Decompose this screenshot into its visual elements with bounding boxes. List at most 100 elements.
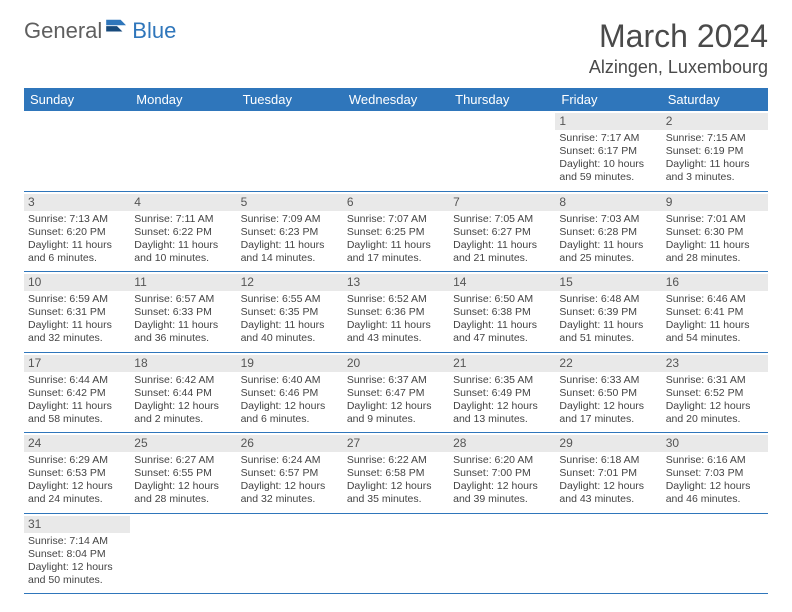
calendar-cell: 20Sunrise: 6:37 AMSunset: 6:47 PMDayligh…	[343, 352, 449, 433]
sunrise-line: Sunrise: 6:29 AM	[28, 454, 126, 467]
sunrise-line: Sunrise: 6:48 AM	[559, 293, 657, 306]
daylight-line-1: Daylight: 12 hours	[347, 400, 445, 413]
sunrise-line: Sunrise: 6:55 AM	[241, 293, 339, 306]
daylight-line-2: and 28 minutes.	[134, 493, 232, 506]
calendar-cell: 21Sunrise: 6:35 AMSunset: 6:49 PMDayligh…	[449, 352, 555, 433]
daylight-line-1: Daylight: 12 hours	[453, 400, 551, 413]
daylight-line-2: and 13 minutes.	[453, 413, 551, 426]
day-number: 23	[662, 355, 768, 372]
day-details: Sunrise: 6:50 AMSunset: 6:38 PMDaylight:…	[453, 293, 551, 346]
day-details: Sunrise: 6:57 AMSunset: 6:33 PMDaylight:…	[134, 293, 232, 346]
daylight-line-1: Daylight: 11 hours	[28, 319, 126, 332]
daylight-line-1: Daylight: 11 hours	[666, 239, 764, 252]
calendar-cell: 10 Sunrise: 6:59 AMSunset: 6:31 PMDayligh…	[24, 272, 130, 353]
day-number: 5	[237, 194, 343, 211]
day-details: Sunrise: 6:42 AMSunset: 6:44 PMDaylight:…	[134, 374, 232, 427]
sunset-line: Sunset: 6:49 PM	[453, 387, 551, 400]
day-number: 1	[555, 113, 661, 130]
location-subtitle: Alzingen, Luxembourg	[589, 57, 768, 78]
day-details: Sunrise: 7:07 AMSunset: 6:25 PMDaylight:…	[347, 213, 445, 266]
day-header-sunday: Sunday	[24, 88, 130, 111]
daylight-line-1: Daylight: 11 hours	[241, 319, 339, 332]
day-details: Sunrise: 6:27 AMSunset: 6:55 PMDaylight:…	[134, 454, 232, 507]
daylight-line-2: and 35 minutes.	[347, 493, 445, 506]
day-number: 21	[449, 355, 555, 372]
daylight-line-2: and 39 minutes.	[453, 493, 551, 506]
daylight-line-2: and 43 minutes.	[559, 493, 657, 506]
calendar-cell: 6 Sunrise: 7:07 AMSunset: 6:25 PMDaylight…	[343, 191, 449, 272]
day-number: 6	[343, 194, 449, 211]
calendar-cell: 12Sunrise: 6:55 AMSunset: 6:35 PMDayligh…	[237, 272, 343, 353]
daylight-line-2: and 47 minutes.	[453, 332, 551, 345]
sunset-line: Sunset: 6:35 PM	[241, 306, 339, 319]
day-number: 28	[449, 435, 555, 452]
day-number: 25	[130, 435, 236, 452]
calendar-cell	[555, 513, 661, 594]
daylight-line-1: Daylight: 12 hours	[666, 480, 764, 493]
daylight-line-1: Daylight: 11 hours	[241, 239, 339, 252]
sunset-line: Sunset: 7:03 PM	[666, 467, 764, 480]
daylight-line-2: and 46 minutes.	[666, 493, 764, 506]
daylight-line-2: and 3 minutes.	[666, 171, 764, 184]
day-details: Sunrise: 7:03 AMSunset: 6:28 PMDaylight:…	[559, 213, 657, 266]
day-header-saturday: Saturday	[662, 88, 768, 111]
calendar-cell: 15Sunrise: 6:48 AMSunset: 6:39 PMDayligh…	[555, 272, 661, 353]
daylight-line-1: Daylight: 12 hours	[559, 480, 657, 493]
day-number: 7	[449, 194, 555, 211]
calendar-cell: 28Sunrise: 6:20 AMSunset: 7:00 PMDayligh…	[449, 433, 555, 514]
sunset-line: Sunset: 6:22 PM	[134, 226, 232, 239]
day-details: Sunrise: 7:14 AMSunset: 8:04 PMDaylight:…	[28, 535, 126, 588]
daylight-line-1: Daylight: 11 hours	[453, 239, 551, 252]
daylight-line-2: and 14 minutes.	[241, 252, 339, 265]
day-number: 22	[555, 355, 661, 372]
day-details: Sunrise: 6:59 AMSunset: 6:31 PMDaylight:…	[28, 293, 126, 346]
daylight-line-1: Daylight: 12 hours	[453, 480, 551, 493]
calendar-cell: 27Sunrise: 6:22 AMSunset: 6:58 PMDayligh…	[343, 433, 449, 514]
daylight-line-2: and 24 minutes.	[28, 493, 126, 506]
daylight-line-2: and 59 minutes.	[559, 171, 657, 184]
calendar-body: 1 Sunrise: 7:17 AMSunset: 6:17 PMDaylight…	[24, 111, 768, 594]
day-details: Sunrise: 7:05 AMSunset: 6:27 PMDaylight:…	[453, 213, 551, 266]
sunrise-line: Sunrise: 6:46 AM	[666, 293, 764, 306]
sunrise-line: Sunrise: 6:50 AM	[453, 293, 551, 306]
daylight-line-1: Daylight: 11 hours	[28, 239, 126, 252]
day-details: Sunrise: 7:17 AMSunset: 6:17 PMDaylight:…	[559, 132, 657, 185]
title-block: March 2024 Alzingen, Luxembourg	[589, 18, 768, 78]
calendar-cell	[237, 513, 343, 594]
calendar-cell: 16Sunrise: 6:46 AMSunset: 6:41 PMDayligh…	[662, 272, 768, 353]
sunrise-line: Sunrise: 6:42 AM	[134, 374, 232, 387]
sunset-line: Sunset: 6:30 PM	[666, 226, 764, 239]
daylight-line-1: Daylight: 12 hours	[28, 480, 126, 493]
sunset-line: Sunset: 6:33 PM	[134, 306, 232, 319]
daylight-line-1: Daylight: 11 hours	[666, 319, 764, 332]
day-number: 11	[130, 274, 236, 291]
day-number: 8	[555, 194, 661, 211]
calendar-cell: 14Sunrise: 6:50 AMSunset: 6:38 PMDayligh…	[449, 272, 555, 353]
daylight-line-2: and 17 minutes.	[347, 252, 445, 265]
day-details: Sunrise: 7:01 AMSunset: 6:30 PMDaylight:…	[666, 213, 764, 266]
calendar-cell: 9Sunrise: 7:01 AMSunset: 6:30 PMDaylight…	[662, 191, 768, 272]
daylight-line-2: and 6 minutes.	[28, 252, 126, 265]
calendar-cell: 25 Sunrise: 6:27 AMSunset: 6:55 PMDayligh…	[130, 433, 236, 514]
sunrise-line: Sunrise: 7:07 AM	[347, 213, 445, 226]
daylight-line-2: and 54 minutes.	[666, 332, 764, 345]
daylight-line-2: and 43 minutes.	[347, 332, 445, 345]
daylight-line-2: and 40 minutes.	[241, 332, 339, 345]
flag-icon	[106, 18, 128, 41]
sunrise-line: Sunrise: 6:22 AM	[347, 454, 445, 467]
daylight-line-2: and 10 minutes.	[134, 252, 232, 265]
sunrise-line: Sunrise: 6:24 AM	[241, 454, 339, 467]
sunrise-line: Sunrise: 6:40 AM	[241, 374, 339, 387]
day-number: 19	[237, 355, 343, 372]
daylight-line-1: Daylight: 11 hours	[453, 319, 551, 332]
sunrise-line: Sunrise: 7:09 AM	[241, 213, 339, 226]
day-number: 10	[24, 274, 130, 291]
daylight-line-1: Daylight: 11 hours	[28, 400, 126, 413]
calendar-cell: 31Sunrise: 7:14 AMSunset: 8:04 PMDayligh…	[24, 513, 130, 594]
calendar-cell: 5Sunrise: 7:09 AMSunset: 6:23 PMDaylight…	[237, 191, 343, 272]
sunrise-line: Sunrise: 6:52 AM	[347, 293, 445, 306]
daylight-line-1: Daylight: 11 hours	[134, 319, 232, 332]
day-header-thursday: Thursday	[449, 88, 555, 111]
sunset-line: Sunset: 6:58 PM	[347, 467, 445, 480]
calendar-cell	[130, 513, 236, 594]
